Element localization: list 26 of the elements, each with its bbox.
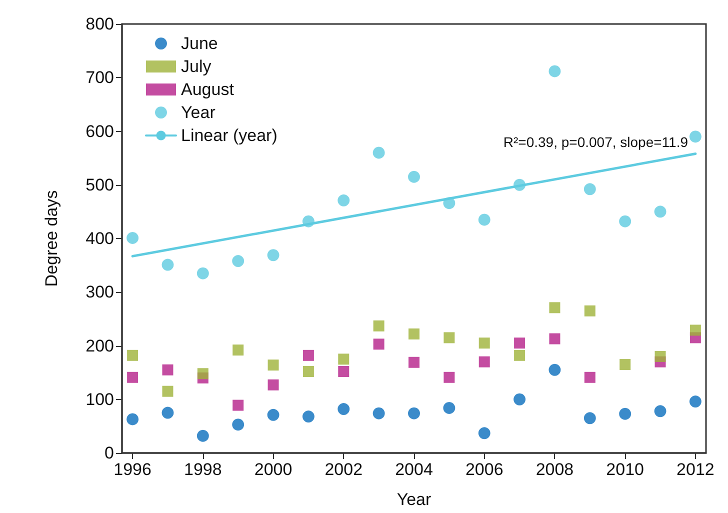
legend-label: June: [181, 34, 218, 53]
y-tick-label: 100: [86, 390, 114, 409]
x-tick-label: 2008: [536, 460, 574, 479]
annotation: R²=0.39, p=0.007, slope=11.9: [503, 134, 688, 150]
x-tick-label: 2006: [465, 460, 504, 479]
legend-label: July: [181, 57, 212, 76]
y-tick-label: 600: [86, 122, 114, 141]
y-tick-label: 400: [86, 229, 114, 248]
y-tick-label: 200: [86, 336, 114, 356]
y-tick-label: 800: [86, 14, 114, 34]
x-tick-label: 1996: [114, 460, 152, 479]
x-tick-label: 2010: [606, 460, 644, 479]
x-axis-title: Year: [396, 490, 432, 509]
x-tick-label: 2004: [395, 460, 433, 479]
x-tick-label: 2012: [676, 460, 714, 479]
y-tick-label: 0: [104, 444, 114, 462]
y-tick-label: 500: [86, 175, 114, 194]
x-tick-label: 2000: [254, 460, 292, 479]
y-axis-title: Degree days: [42, 190, 61, 287]
x-tick-label: 2002: [324, 460, 363, 479]
legend-label: Linear (year): [181, 126, 278, 145]
x-tick-label: 1998: [184, 460, 222, 479]
legend-label: Year: [181, 103, 216, 122]
y-tick-label: 700: [86, 68, 114, 88]
legend-label: August: [181, 80, 234, 99]
y-tick-label: 300: [86, 282, 114, 302]
